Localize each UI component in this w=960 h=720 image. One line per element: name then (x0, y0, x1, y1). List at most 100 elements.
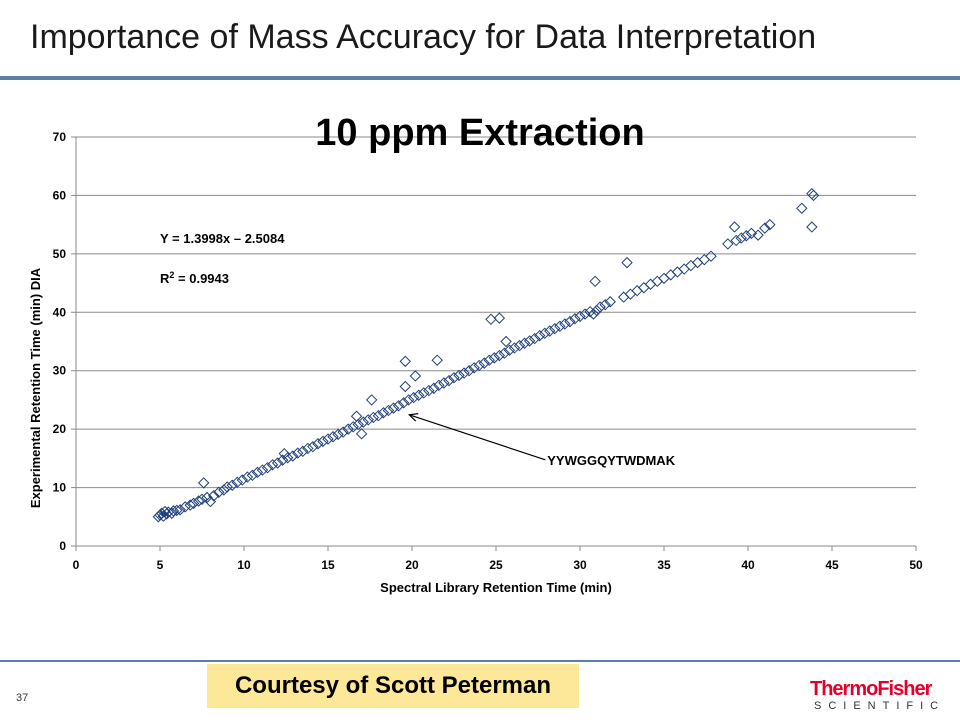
data-point (372, 409, 385, 422)
data-point (218, 484, 230, 496)
data-point (261, 461, 274, 474)
data-point (431, 354, 443, 366)
data-point (355, 428, 368, 440)
y-tick-label: 60 (53, 188, 67, 202)
chart-points (152, 187, 820, 523)
data-point (488, 352, 501, 364)
data-point (357, 416, 369, 428)
slide-title: Importance of Mass Accuracy for Data Int… (30, 18, 817, 56)
x-tick-label: 0 (73, 558, 80, 572)
courtesy-box: Courtesy of Scott Peterman (207, 664, 579, 708)
data-point (584, 305, 596, 318)
data-point (292, 447, 304, 459)
data-point (624, 288, 637, 300)
data-point (342, 423, 354, 435)
data-point (433, 379, 445, 392)
data-point (387, 402, 400, 414)
data-point (458, 367, 470, 379)
data-point (513, 339, 526, 352)
data-point (266, 459, 279, 471)
y-tick-label: 0 (59, 539, 66, 553)
data-point (365, 394, 378, 406)
data-point (213, 486, 225, 498)
data-point (413, 389, 425, 401)
data-point (759, 222, 771, 234)
data-point (498, 347, 511, 359)
annotation-arrow (409, 414, 546, 461)
logo-wordmark: ThermoFisher (810, 678, 932, 700)
data-point (241, 471, 254, 483)
data-point (644, 278, 657, 290)
data-point (312, 438, 324, 450)
data-point (367, 411, 380, 424)
data-point (806, 221, 818, 233)
data-point (352, 418, 364, 431)
y-tick-label: 70 (53, 130, 67, 144)
data-point (322, 433, 334, 445)
data-point (658, 272, 670, 285)
data-point (428, 382, 440, 394)
data-point (251, 466, 264, 479)
data-point (197, 477, 210, 489)
data-point (579, 308, 591, 320)
data-point (297, 445, 309, 458)
data-point (204, 495, 217, 508)
data-point (528, 332, 541, 345)
data-point (617, 291, 630, 303)
data-point (544, 325, 556, 337)
x-tick-label: 45 (825, 558, 839, 572)
x-tick-label: 40 (741, 558, 755, 572)
data-point (399, 355, 411, 368)
data-point (362, 414, 375, 426)
data-point (208, 490, 220, 502)
data-point (399, 380, 411, 393)
data-point (745, 227, 758, 240)
data-point (409, 370, 422, 382)
data-point (752, 229, 764, 241)
data-point (500, 335, 512, 348)
courtesy-text: Courtesy of Scott Peterman (234, 672, 552, 699)
data-point (155, 507, 168, 519)
data-point (192, 495, 205, 507)
y-tick-label: 50 (53, 247, 67, 261)
data-point (518, 337, 531, 349)
data-point (574, 310, 586, 323)
data-point (621, 256, 633, 269)
x-tick-label: 50 (909, 558, 923, 572)
x-tick-label: 35 (657, 558, 671, 572)
data-point (728, 221, 741, 233)
data-point (278, 447, 291, 460)
y-tick-label: 20 (53, 422, 67, 436)
regression-equation: Y = 1.3998x – 2.5084 (160, 231, 285, 246)
x-tick-label: 20 (405, 558, 419, 572)
data-point (453, 369, 465, 382)
chart-title: 10 ppm Extraction (315, 112, 644, 154)
data-point (377, 407, 390, 419)
data-point (302, 442, 314, 455)
data-point (402, 394, 415, 406)
data-point (569, 313, 581, 325)
data-point (174, 504, 186, 516)
data-point (184, 499, 196, 511)
thermo-fisher-logo: ThermoFisher SCIENTIFIC (808, 678, 942, 714)
data-point (665, 269, 677, 281)
data-point (493, 312, 506, 324)
data-point (276, 454, 289, 466)
y-axis-title: Experimental Retention Time (min) DIA (28, 267, 43, 508)
data-point (221, 481, 233, 493)
data-point (796, 202, 808, 214)
data-point (564, 315, 576, 328)
title-divider (0, 76, 960, 80)
data-point (332, 428, 344, 441)
x-axis-title: Spectral Library Retention Time (min) (380, 580, 612, 595)
data-point (392, 400, 405, 412)
data-point (678, 263, 690, 275)
data-point (631, 284, 643, 297)
data-point (468, 362, 480, 374)
data-point (740, 230, 753, 242)
data-point (483, 354, 495, 366)
data-point (722, 238, 734, 250)
y-tick-label: 10 (53, 481, 67, 495)
x-tick-label: 25 (489, 558, 503, 572)
data-point (448, 372, 460, 384)
